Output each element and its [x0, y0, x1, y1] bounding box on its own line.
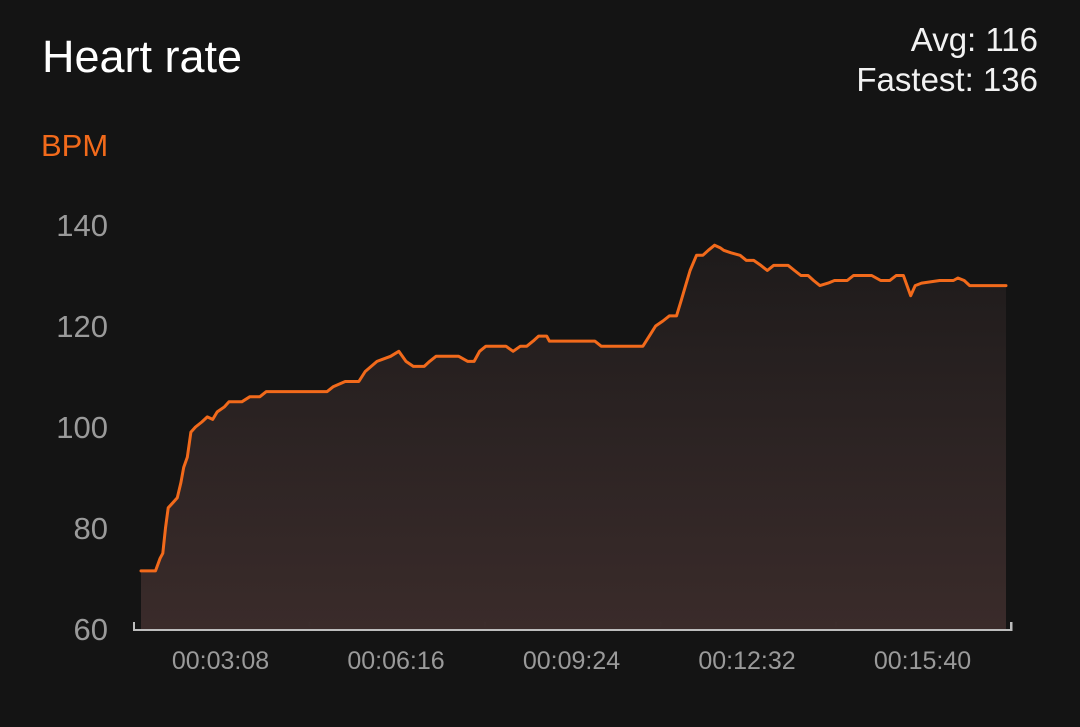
x-tick-label: 00:15:40: [874, 647, 971, 675]
x-tick-label: 00:12:32: [698, 647, 795, 675]
x-axis: 00:03:08 00:06:16 00:09:24 00:12:32 00:15:40: [133, 622, 1013, 675]
y-tick-label: 140: [56, 208, 108, 243]
fastest-value: Fastest: 136: [856, 61, 1038, 98]
heart-rate-line: [139, 243, 1008, 573]
x-tick-label: 00:03:08: [172, 647, 269, 675]
y-tick-label: 60: [74, 612, 108, 647]
x-tick-label: 00:09:24: [523, 647, 620, 675]
chart-title: Heart rate: [42, 31, 243, 82]
y-tick-label: 120: [56, 309, 108, 344]
y-axis-ticks: 60 80 100 120 140: [56, 208, 108, 647]
stats-panel: Avg: 116 Fastest: 136: [856, 20, 1038, 100]
y-axis-unit-label: BPM: [41, 128, 109, 163]
heart-rate-area: [141, 245, 1006, 629]
avg-value: Avg: 116: [910, 21, 1038, 58]
y-tick-label: 80: [74, 511, 108, 546]
y-tick-label: 100: [56, 410, 108, 445]
x-tick-label: 00:06:16: [347, 647, 444, 675]
